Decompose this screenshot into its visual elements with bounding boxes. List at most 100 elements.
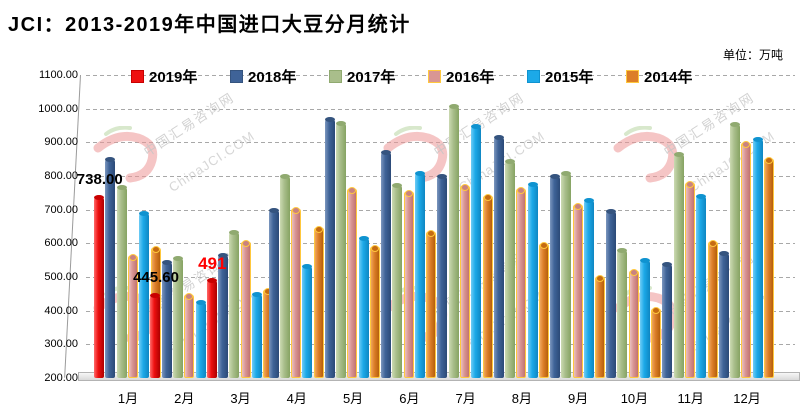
annotation-value-label: 491: [198, 254, 227, 274]
annotation-value-label: 738.00: [76, 170, 123, 188]
x-axis-label: 9月: [568, 391, 589, 406]
legend-swatch: [527, 70, 540, 83]
x-axis-label: 2月: [174, 391, 195, 406]
bar: [105, 157, 116, 378]
bar-top-cap: [686, 181, 695, 189]
bar-top-cap: [504, 158, 515, 164]
gridline: [86, 142, 795, 144]
bar-top-cap: [652, 306, 661, 314]
legend-item-2015年: 2015年: [527, 66, 607, 86]
bar: [718, 250, 729, 378]
bar: [392, 183, 403, 378]
legend-swatch: [131, 70, 144, 83]
bar-top-cap: [617, 248, 628, 254]
legend-label: 2014年: [644, 69, 693, 86]
legend-item-2014年: 2014年: [626, 66, 706, 86]
bar-top-cap: [268, 208, 279, 214]
bar: [730, 121, 741, 378]
legend-label: 2018年: [248, 69, 297, 86]
bar-top-cap: [404, 189, 413, 197]
bar-top-cap: [314, 226, 323, 234]
bar: [493, 135, 504, 378]
y-axis-label: 500.00: [44, 271, 78, 283]
bar: [504, 158, 515, 378]
bar: [707, 240, 718, 378]
bar: [651, 306, 662, 378]
bar-top-cap: [539, 242, 548, 250]
legend-item-2016年: 2016年: [428, 66, 508, 86]
bar-top-cap: [229, 230, 240, 236]
bar-top-cap: [730, 121, 741, 127]
bar-top-cap: [336, 120, 347, 126]
bar-top-cap: [392, 183, 403, 189]
bar-top-cap: [742, 141, 751, 149]
bar: [606, 209, 617, 378]
bar-top-cap: [161, 259, 172, 265]
bar-top-cap: [94, 194, 105, 200]
bar-top-cap: [279, 174, 290, 179]
x-axis-label: 7月: [455, 391, 476, 406]
legend-label: 2015年: [545, 69, 594, 86]
bar-top-cap: [606, 209, 617, 215]
legend-label: 2019年: [149, 69, 198, 86]
bar: [195, 300, 206, 378]
bar: [459, 184, 470, 378]
bar-top-cap: [241, 239, 250, 247]
bar: [437, 174, 448, 378]
legend-item-2017年: 2017年: [329, 66, 409, 86]
bar-top-cap: [527, 182, 538, 188]
bar-top-cap: [139, 211, 150, 217]
watermark-text: ChinaJCI.COM: [165, 128, 258, 195]
bar: [302, 263, 313, 378]
bar-top-cap: [696, 194, 707, 200]
bar-top-cap: [302, 263, 313, 269]
bar-top-cap: [549, 174, 560, 179]
bar-top-cap: [596, 274, 605, 282]
bar: [763, 157, 774, 378]
bar: [161, 259, 172, 378]
bar: [229, 230, 240, 378]
bar-top-cap: [483, 193, 492, 201]
y-axis-label: 300.00: [44, 338, 78, 351]
bar-top-cap: [673, 151, 684, 157]
x-axis-label: 12月: [733, 391, 761, 406]
bar-top-cap: [629, 269, 638, 277]
bar: [696, 194, 707, 378]
bar-top-cap: [561, 170, 572, 176]
x-axis-label: 1月: [117, 391, 139, 406]
bar: [336, 120, 347, 378]
bar-top-cap: [324, 116, 335, 122]
bar: [527, 182, 538, 378]
bar-top-cap: [448, 103, 459, 109]
bar: [139, 211, 150, 378]
legend-swatch: [230, 70, 243, 83]
y-axis-line: [64, 75, 81, 378]
x-axis-label: 11月: [677, 391, 704, 406]
bar: [279, 174, 290, 378]
bar: [313, 226, 324, 378]
bar-top-cap: [708, 240, 717, 248]
bar: [617, 248, 628, 378]
bar: [116, 185, 127, 378]
bar-top-cap: [150, 293, 161, 299]
bar-top-cap: [583, 198, 594, 204]
bar: [172, 256, 183, 378]
bar-top-cap: [371, 244, 380, 252]
unit-label: 单位：万吨: [722, 48, 783, 62]
bar-top-cap: [662, 261, 673, 267]
bar: [752, 136, 763, 378]
bar: [184, 292, 195, 378]
x-axis-label: 3月: [230, 391, 251, 406]
bar-top-cap: [105, 157, 116, 163]
bar: [370, 244, 381, 378]
bar: [685, 181, 696, 378]
bar-top-cap: [195, 300, 206, 306]
bar-top-cap: [206, 278, 217, 284]
bar-top-cap: [292, 206, 301, 214]
y-axis-label: 1000.00: [38, 102, 78, 115]
bar: [549, 174, 560, 378]
y-axis-label: 200.00: [44, 372, 78, 384]
legend-item-2019年: 2019年: [131, 66, 211, 86]
y-axis-label: 1100.00: [39, 69, 78, 81]
bar: [426, 229, 437, 378]
